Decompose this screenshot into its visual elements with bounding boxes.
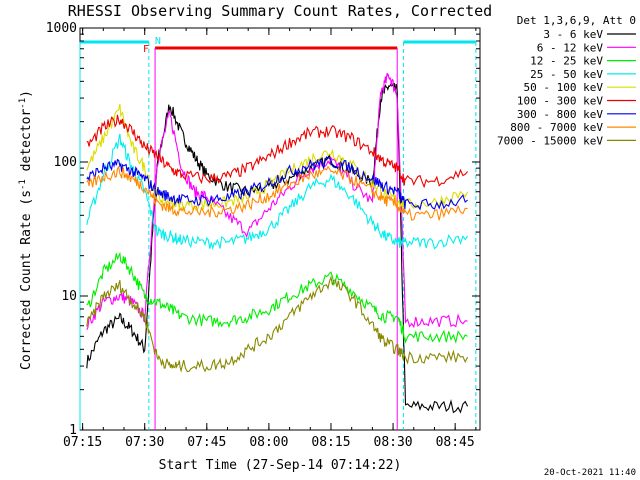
series-line <box>86 156 468 211</box>
flare-label: F <box>143 44 149 55</box>
x-tick-label: 08:45 <box>436 435 475 450</box>
legend-label: 6 - 12 keV <box>537 41 604 54</box>
y-axis-label-part: detector <box>19 109 34 180</box>
series-line <box>86 133 469 251</box>
legend-label: 7000 - 15000 keV <box>497 134 603 147</box>
legend-label: 50 - 100 keV <box>524 81 604 94</box>
series-line <box>86 114 469 189</box>
y-axis-label-part: -1 <box>18 179 28 190</box>
legend-header: Det 1,3,6,9, Att 0 <box>517 14 636 27</box>
chart-title: RHESSI Observing Summary Count Rates, Co… <box>68 2 492 20</box>
legend-label: 800 - 7000 keV <box>510 121 603 134</box>
night-flare-markers: NF <box>79 36 477 430</box>
legend-label: 12 - 25 keV <box>530 55 603 68</box>
legend-label: 300 - 800 keV <box>517 108 603 121</box>
series-line <box>86 251 468 345</box>
x-tick-label: 07:45 <box>187 435 226 450</box>
series-line <box>86 72 468 330</box>
night-label: N <box>155 36 161 47</box>
x-tick-label: 07:15 <box>63 435 102 450</box>
x-tick-label: 08:15 <box>311 435 350 450</box>
y-tick-label: 100 <box>54 155 77 170</box>
y-tick-label: 1000 <box>46 21 77 36</box>
x-tick-label: 07:30 <box>125 435 164 450</box>
legend-label: 3 - 6 keV <box>543 28 603 41</box>
y-axis-label-part: -1 <box>18 98 28 109</box>
x-axis-label: Start Time (27-Sep-14 07:14:22) <box>159 458 402 473</box>
y-tick-label: 10 <box>61 289 77 304</box>
series-layer <box>86 72 469 414</box>
legend-label: 100 - 300 keV <box>517 95 603 108</box>
y-axis-label-part: Corrected Count Rate (s <box>19 190 34 370</box>
series-line <box>86 103 469 213</box>
x-tick-label: 08:30 <box>374 435 413 450</box>
x-tick-label: 08:00 <box>249 435 288 450</box>
y-tick-label: 1 <box>69 423 77 438</box>
axes: 07:15 07:30 07:45 08:00 08:15 08:30 08:45 1 10 10… <box>46 21 480 450</box>
legend-label: 25 - 50 keV <box>530 68 603 81</box>
series-line <box>86 275 469 373</box>
timestamp: 20-Oct-2021 11:40 <box>544 468 636 478</box>
y-axis-label-part: ) <box>19 90 34 98</box>
y-axis-label: Corrected Count Rate (s-1 detector-1) <box>18 90 34 370</box>
series-line <box>86 165 468 221</box>
